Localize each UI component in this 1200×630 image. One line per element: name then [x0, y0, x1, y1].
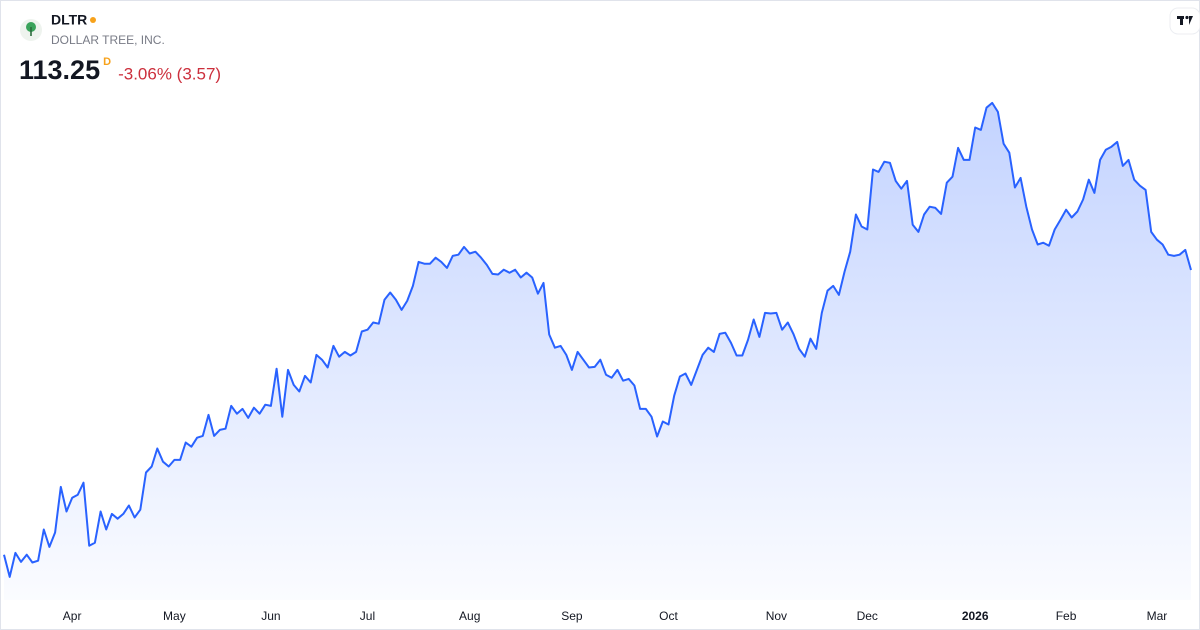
logo: [20, 19, 42, 41]
plot-area: [3, 101, 1192, 601]
price-change: -3.06% (3.57): [118, 64, 221, 83]
price-line: [3, 101, 1192, 578]
area-fill: [4, 102, 1191, 601]
x-tick-label: Jul: [360, 609, 375, 623]
x-tick-label: Sep: [561, 609, 583, 623]
x-tick-label: 2026: [962, 609, 989, 623]
x-tick-label: Mar: [1147, 609, 1168, 623]
company-name: DOLLAR TREE, INC.: [51, 33, 165, 47]
x-tick-label: Dec: [857, 609, 878, 623]
x-tick-label: Nov: [766, 609, 787, 623]
price-suffix: D: [103, 56, 111, 68]
x-tick-label: May: [163, 609, 186, 623]
x-tick-label: Aug: [459, 609, 480, 623]
status-dot: [90, 17, 96, 23]
x-tick-label: Apr: [63, 609, 82, 623]
tradingview-logo: [1169, 7, 1200, 35]
ticker: DLTR: [51, 12, 87, 28]
x-tick-label: Feb: [1056, 609, 1077, 623]
x-tick-label: Oct: [659, 609, 678, 623]
x-tick-label: Jun: [261, 609, 280, 623]
price: 113.25: [19, 55, 100, 85]
